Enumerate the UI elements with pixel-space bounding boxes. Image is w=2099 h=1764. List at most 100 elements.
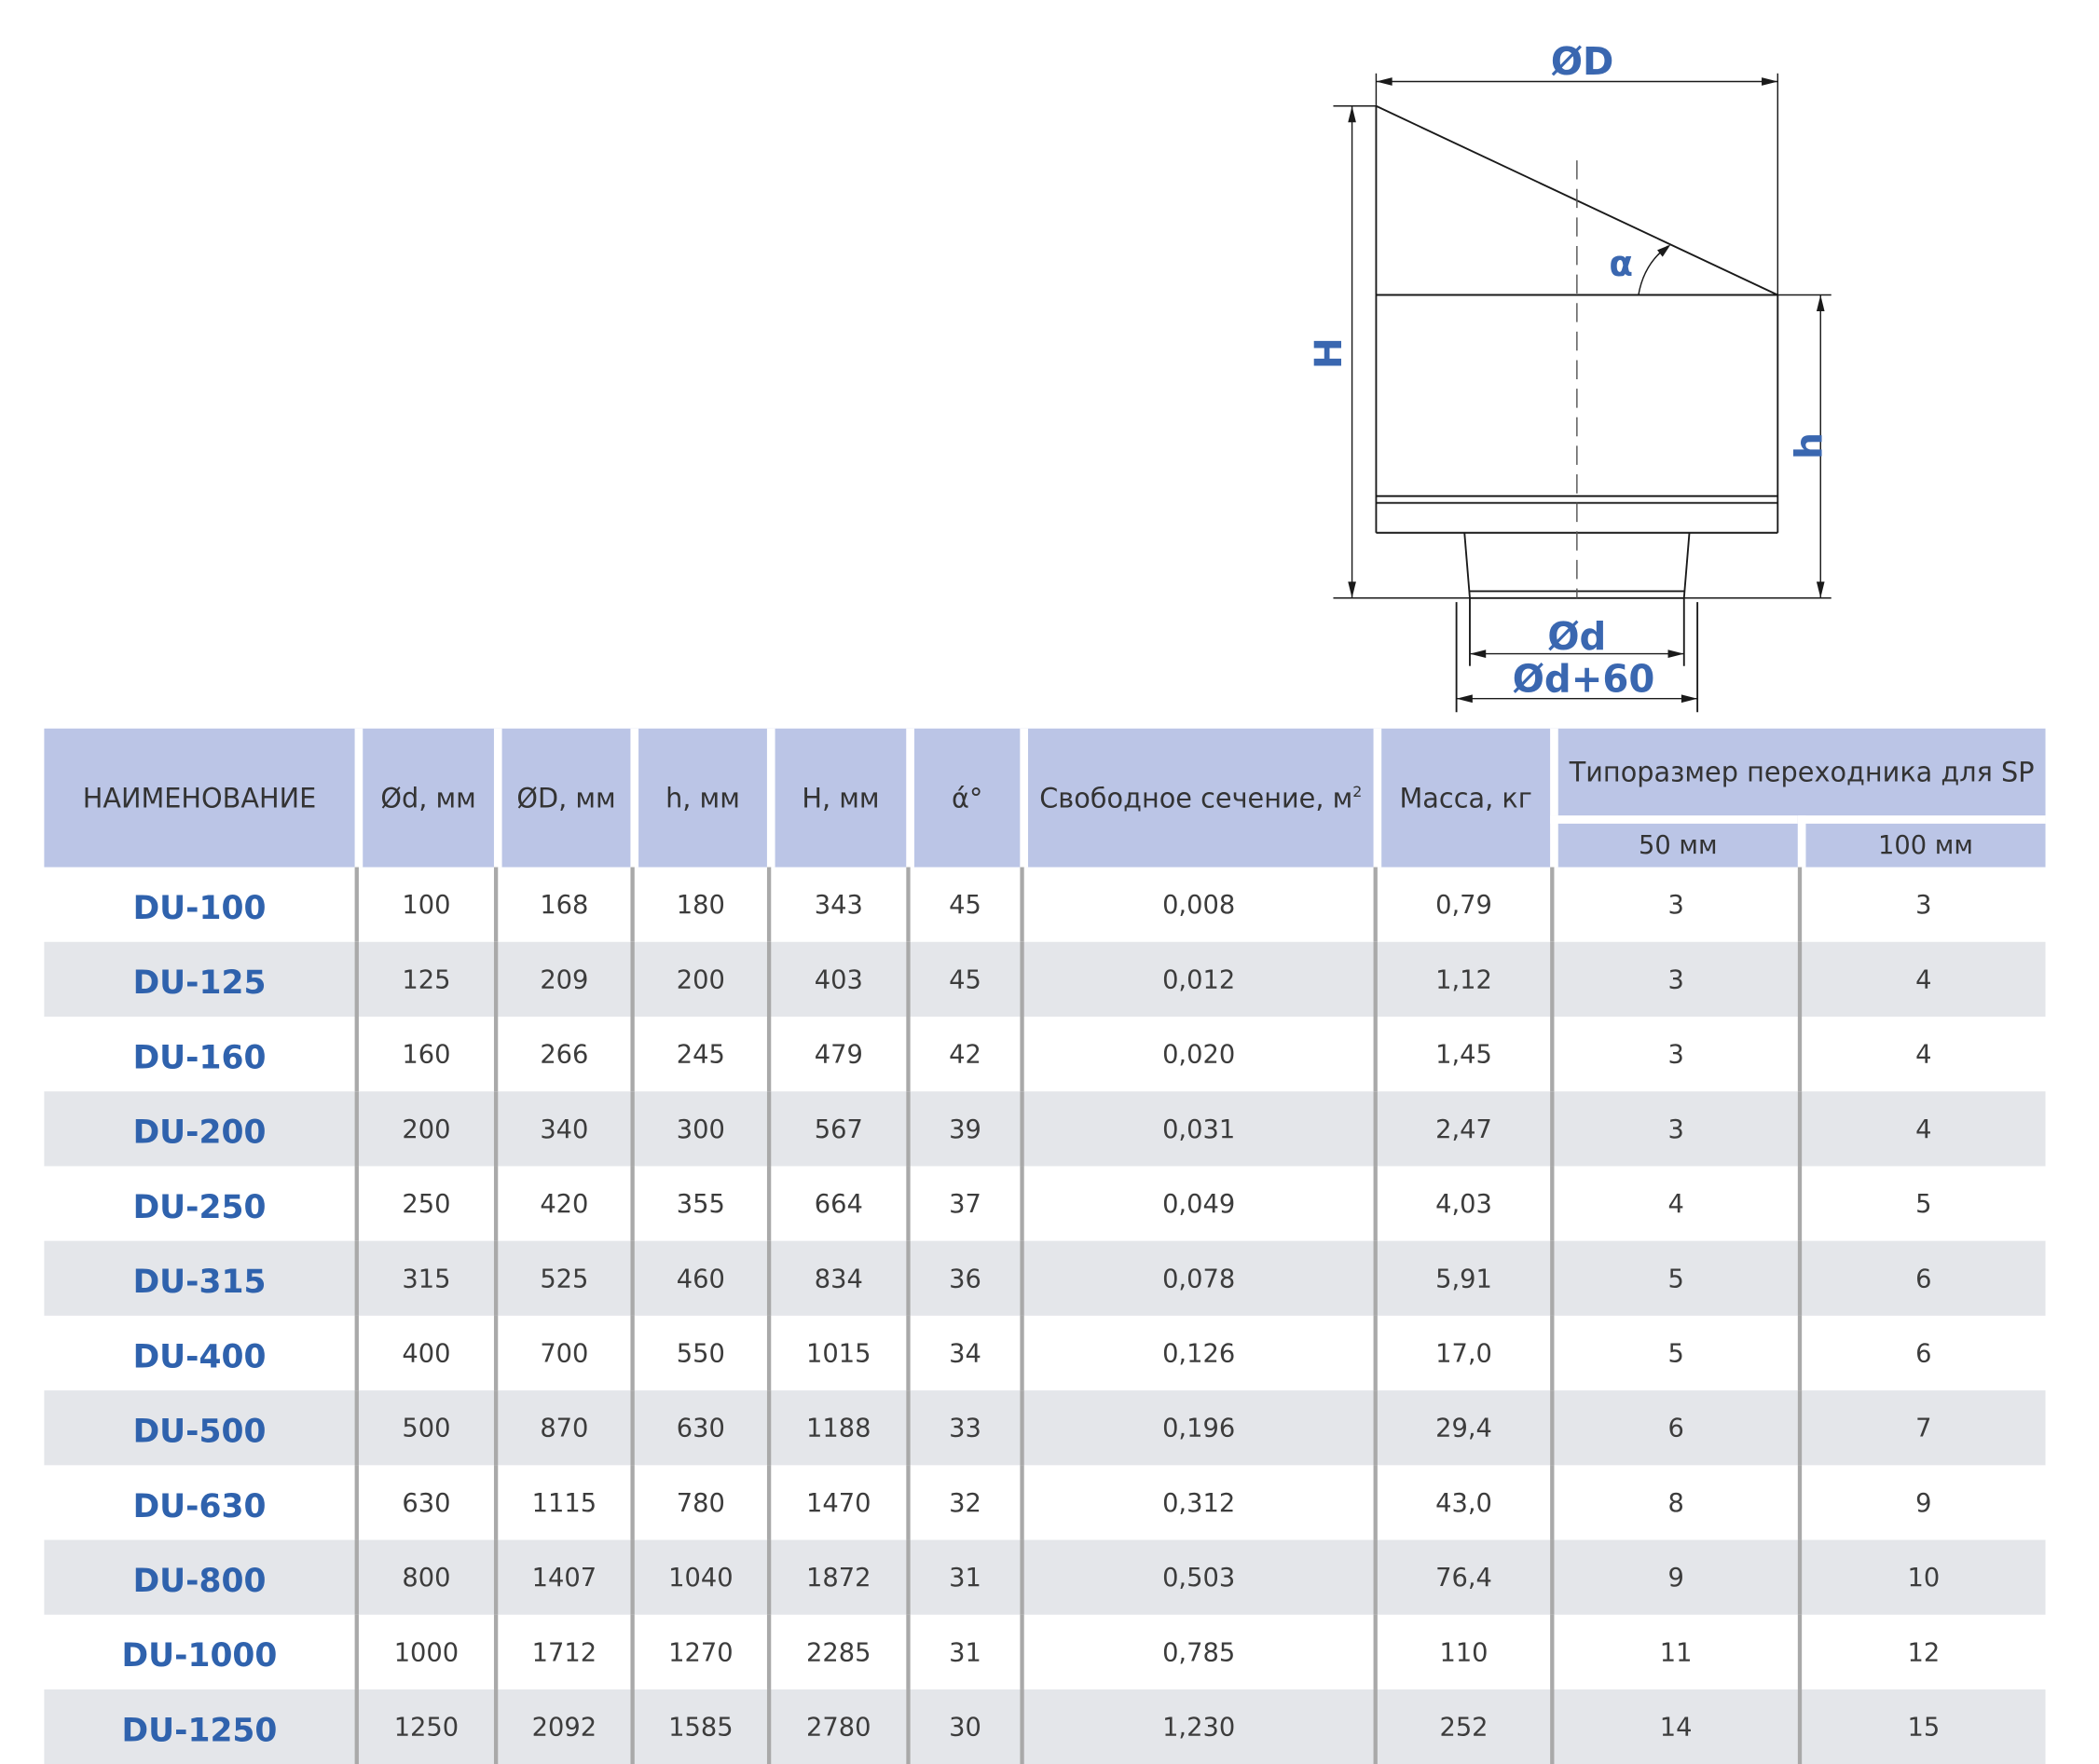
spec-table-container: НАИМЕНОВАНИЕ Ød, мм ØD, мм h, мм H, мм ά… bbox=[44, 728, 2046, 1764]
header-angle: ά° bbox=[906, 728, 1021, 868]
cell-angle: 39 bbox=[906, 1091, 1021, 1167]
cell-angle: 33 bbox=[906, 1390, 1021, 1466]
cell-D: 1407 bbox=[493, 1539, 631, 1615]
angle-label: α bbox=[1609, 243, 1633, 284]
cell-adapter-100: 7 bbox=[1797, 1390, 2046, 1466]
cell-D: 700 bbox=[493, 1315, 630, 1391]
cell-adapter-100: 12 bbox=[1797, 1614, 2046, 1689]
cell-adapter-100: 5 bbox=[1797, 1166, 2046, 1241]
cell-h: 550 bbox=[630, 1315, 766, 1391]
table-row: DU-800 800 1407 1040 1872 31 0,503 76,4 9 10 bbox=[44, 1539, 2046, 1615]
cell-free-section: 0,785 bbox=[1020, 1614, 1373, 1689]
cell-name: DU-500 bbox=[44, 1390, 355, 1466]
cell-mass: 5,91 bbox=[1373, 1240, 1551, 1316]
header-free-section-sup: 2 bbox=[1352, 783, 1363, 801]
table-row: DU-125 125 209 200 403 45 0,012 1,12 3 4 bbox=[44, 941, 2046, 1018]
cell-mass: 29,4 bbox=[1373, 1390, 1551, 1466]
cell-adapter-50: 9 bbox=[1550, 1539, 1798, 1615]
cell-d: 800 bbox=[354, 1539, 494, 1615]
cell-D: 209 bbox=[493, 941, 631, 1018]
header-free-section: Свободное сечение, м2 bbox=[1020, 728, 1374, 868]
header-H: H, мм bbox=[766, 728, 907, 868]
cell-angle: 37 bbox=[906, 1166, 1020, 1241]
cell-free-section: 0,078 bbox=[1020, 1240, 1374, 1316]
cell-D: 420 bbox=[493, 1166, 630, 1241]
cylinder-height-label: h bbox=[1787, 432, 1831, 459]
cell-adapter-100: 10 bbox=[1797, 1539, 2046, 1615]
cell-mass: 17,0 bbox=[1373, 1315, 1551, 1391]
cell-angle: 42 bbox=[906, 1017, 1020, 1092]
cell-D: 1115 bbox=[493, 1465, 630, 1540]
cell-adapter-50: 6 bbox=[1550, 1390, 1798, 1466]
header-d: Ød, мм bbox=[354, 728, 494, 868]
total-height-label: H bbox=[1306, 337, 1351, 369]
cell-h: 460 bbox=[630, 1240, 767, 1316]
cell-angle: 32 bbox=[906, 1465, 1020, 1540]
cell-angle: 31 bbox=[906, 1614, 1020, 1689]
cell-d: 160 bbox=[354, 1017, 494, 1092]
cell-mass: 252 bbox=[1373, 1689, 1551, 1764]
cell-d: 250 bbox=[354, 1166, 494, 1241]
table-row: DU-500 500 870 630 1188 33 0,196 29,4 6 7 bbox=[44, 1390, 2046, 1466]
header-h: h, мм bbox=[630, 728, 767, 868]
header-adapter-group: Типоразмер переходника для SP bbox=[1550, 728, 2046, 816]
cell-adapter-50: 4 bbox=[1550, 1166, 1798, 1241]
table-row: DU-630 630 1115 780 1470 32 0,312 43,0 8 9 bbox=[44, 1465, 2046, 1540]
cell-H: 1872 bbox=[766, 1539, 907, 1615]
cell-H: 664 bbox=[766, 1166, 906, 1241]
cell-H: 567 bbox=[766, 1091, 907, 1167]
cell-mass: 1,12 bbox=[1373, 941, 1551, 1018]
cell-adapter-100: 6 bbox=[1797, 1240, 2046, 1316]
cell-d: 1250 bbox=[354, 1689, 494, 1764]
cell-H: 403 bbox=[766, 941, 907, 1018]
cell-d: 125 bbox=[354, 941, 494, 1018]
header-adapter-50: 50 мм bbox=[1550, 815, 1798, 868]
cell-mass: 110 bbox=[1373, 1614, 1551, 1689]
cell-h: 1585 bbox=[630, 1689, 767, 1764]
cell-H: 1470 bbox=[766, 1465, 906, 1540]
cell-h: 200 bbox=[630, 941, 767, 1018]
cell-adapter-100: 9 bbox=[1797, 1465, 2046, 1540]
table-row: DU-250 250 420 355 664 37 0,049 4,03 4 5 bbox=[44, 1166, 2046, 1241]
cell-adapter-50: 3 bbox=[1550, 1091, 1798, 1167]
cell-d: 1000 bbox=[354, 1614, 494, 1689]
cell-adapter-100: 3 bbox=[1797, 867, 2046, 942]
cell-adapter-50: 3 bbox=[1550, 1017, 1798, 1092]
cell-h: 1270 bbox=[630, 1614, 766, 1689]
cell-D: 2092 bbox=[493, 1689, 631, 1764]
cell-H: 1188 bbox=[766, 1390, 907, 1466]
cell-D: 340 bbox=[493, 1091, 631, 1167]
cell-name: DU-630 bbox=[132, 1485, 267, 1525]
cell-name: DU-125 bbox=[44, 941, 355, 1018]
cell-H: 479 bbox=[766, 1017, 906, 1092]
cell-angle: 45 bbox=[906, 941, 1021, 1018]
cell-D: 870 bbox=[493, 1390, 631, 1466]
cell-d: 630 bbox=[354, 1465, 494, 1540]
cell-free-section: 0,012 bbox=[1020, 941, 1374, 1018]
cell-adapter-50: 11 bbox=[1550, 1614, 1798, 1689]
cell-name: DU-1250 bbox=[44, 1689, 355, 1764]
cell-free-section: 0,196 bbox=[1020, 1390, 1374, 1466]
outer-diameter-label: ØD bbox=[1551, 39, 1614, 84]
cell-adapter-50: 3 bbox=[1550, 867, 1798, 942]
cell-H: 2285 bbox=[766, 1614, 906, 1689]
cell-name: DU-315 bbox=[44, 1240, 355, 1316]
cell-mass: 2,47 bbox=[1373, 1091, 1551, 1167]
header-mass: Масса, кг bbox=[1373, 728, 1551, 868]
cell-adapter-50: 5 bbox=[1550, 1315, 1798, 1391]
cell-adapter-50: 8 bbox=[1550, 1465, 1798, 1540]
cell-d: 200 bbox=[354, 1091, 494, 1167]
flange-diameter-label: Ød+60 bbox=[1513, 656, 1655, 701]
cell-angle: 30 bbox=[906, 1689, 1021, 1764]
cell-mass: 4,03 bbox=[1373, 1166, 1551, 1241]
cell-adapter-100: 4 bbox=[1797, 941, 2046, 1018]
cell-H: 343 bbox=[766, 867, 906, 942]
cell-angle: 45 bbox=[906, 867, 1020, 942]
cell-name: DU-200 bbox=[44, 1091, 355, 1167]
table-row: DU-1000 1000 1712 1270 2285 31 0,785 110 11 12 bbox=[44, 1614, 2046, 1689]
cell-name: DU-100 bbox=[132, 888, 267, 927]
cell-h: 180 bbox=[630, 867, 766, 942]
cell-free-section: 0,503 bbox=[1020, 1539, 1374, 1615]
cell-D: 266 bbox=[493, 1017, 630, 1092]
cell-h: 245 bbox=[630, 1017, 766, 1092]
